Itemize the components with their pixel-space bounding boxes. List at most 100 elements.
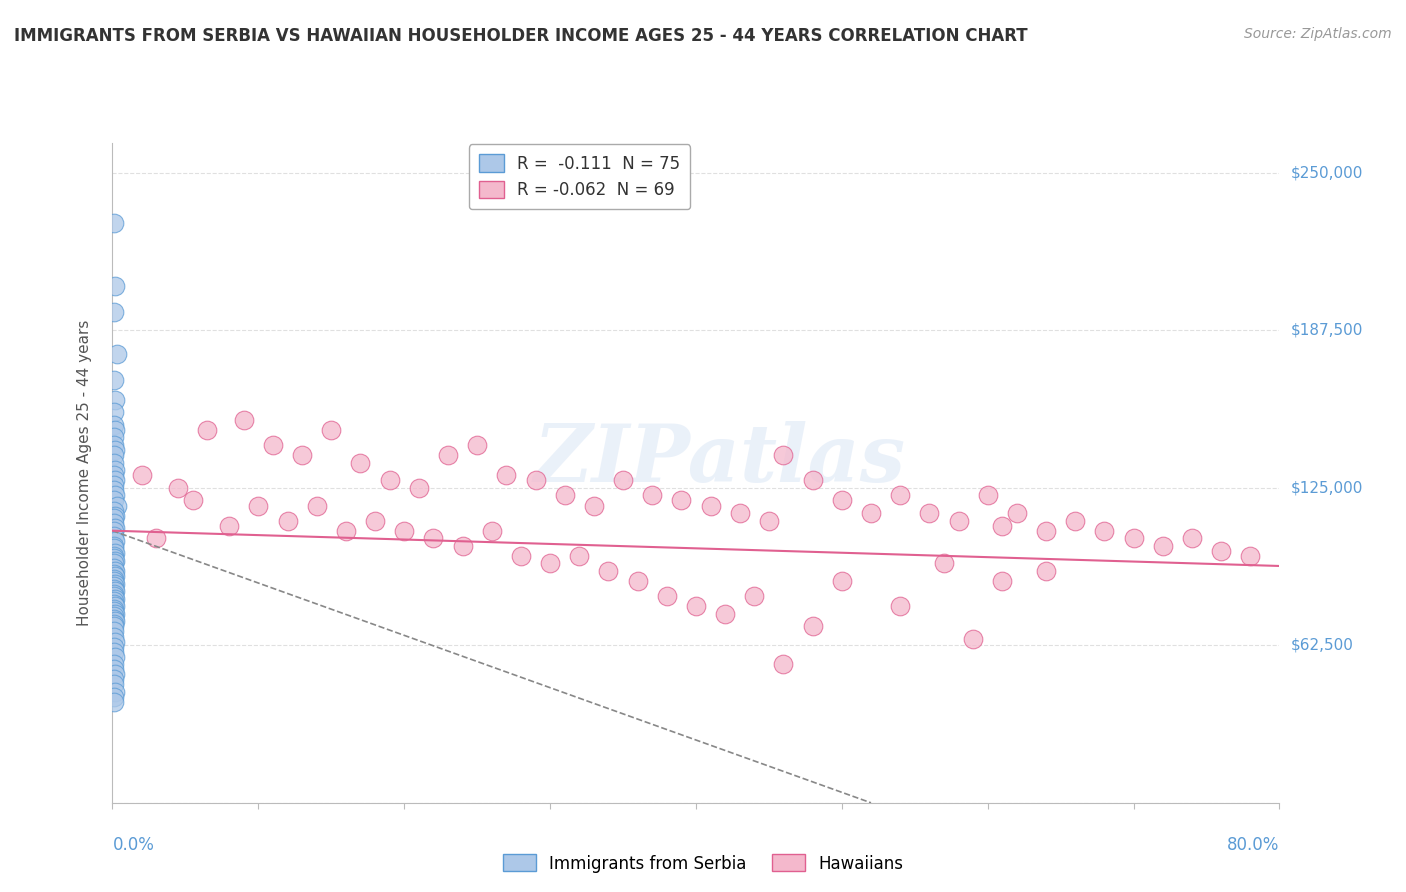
Point [801, 619, 824, 633]
Point [103, 597, 125, 611]
Text: $125,000: $125,000 [1291, 481, 1362, 495]
Point [103, 695, 125, 709]
Point [408, 481, 430, 495]
Point [103, 594, 125, 608]
Point [103, 468, 125, 483]
Point [103, 438, 125, 452]
Point [772, 448, 794, 462]
Point [772, 657, 794, 672]
Text: ZIPatlas: ZIPatlas [533, 421, 905, 499]
Point [321, 423, 343, 437]
Point [276, 514, 298, 528]
Point [103, 677, 125, 691]
Point [103, 557, 125, 571]
Point [1152, 539, 1174, 553]
Point [801, 473, 824, 487]
Point [699, 499, 721, 513]
Point [262, 438, 284, 452]
Point [831, 493, 853, 508]
Point [105, 347, 128, 361]
Point [104, 607, 127, 621]
Point [104, 634, 127, 648]
Point [1064, 514, 1087, 528]
Point [451, 539, 474, 553]
Point [1181, 531, 1204, 545]
Point [495, 468, 517, 483]
Point [103, 645, 125, 659]
Point [103, 511, 125, 525]
Point [103, 604, 125, 618]
Text: IMMIGRANTS FROM SERBIA VS HAWAIIAN HOUSEHOLDER INCOME AGES 25 - 44 YEARS CORRELA: IMMIGRANTS FROM SERBIA VS HAWAIIAN HOUSE… [14, 27, 1028, 45]
Point [349, 456, 371, 470]
Point [103, 456, 125, 470]
Point [889, 488, 911, 502]
Point [104, 473, 127, 487]
Point [103, 549, 125, 563]
Point [103, 662, 125, 676]
Point [103, 529, 125, 543]
Point [582, 499, 605, 513]
Point [104, 576, 127, 591]
Point [104, 533, 127, 548]
Text: Source: ZipAtlas.com: Source: ZipAtlas.com [1244, 27, 1392, 41]
Point [103, 483, 125, 498]
Point [103, 612, 125, 626]
Point [335, 524, 357, 538]
Point [103, 405, 125, 419]
Point [103, 478, 125, 492]
Point [1122, 531, 1144, 545]
Point [962, 632, 984, 646]
Point [291, 448, 314, 462]
Point [103, 566, 125, 581]
Point [524, 473, 547, 487]
Point [104, 564, 127, 578]
Point [181, 493, 204, 508]
Point [104, 392, 127, 407]
Point [103, 430, 125, 444]
Point [103, 372, 125, 386]
Point [103, 673, 125, 687]
Text: $187,500: $187,500 [1291, 323, 1362, 338]
Point [364, 514, 387, 528]
Point [554, 488, 576, 502]
Point [103, 589, 125, 603]
Point [104, 591, 127, 606]
Point [1035, 524, 1057, 538]
Point [218, 518, 240, 533]
Point [103, 417, 125, 432]
Point [232, 413, 254, 427]
Point [104, 615, 127, 629]
Point [103, 630, 125, 644]
Point [104, 423, 127, 437]
Legend: R =  -0.111  N = 75, R = -0.062  N = 69: R = -0.111 N = 75, R = -0.062 N = 69 [468, 145, 690, 209]
Point [859, 506, 883, 520]
Point [538, 557, 561, 571]
Point [437, 448, 460, 462]
Point [641, 488, 664, 502]
Point [103, 572, 125, 586]
Point [103, 616, 125, 631]
Point [378, 473, 401, 487]
Point [831, 574, 853, 588]
Point [195, 423, 218, 437]
Point [103, 619, 125, 633]
Point [104, 569, 127, 583]
Point [612, 473, 634, 487]
Point [104, 649, 127, 664]
Point [481, 524, 503, 538]
Point [991, 574, 1014, 588]
Point [598, 564, 620, 578]
Point [103, 493, 125, 508]
Point [104, 554, 127, 568]
Point [991, 518, 1014, 533]
Point [1209, 544, 1232, 558]
Point [728, 506, 751, 520]
Point [104, 443, 127, 458]
Point [758, 514, 780, 528]
Point [104, 463, 127, 477]
Point [105, 499, 128, 513]
Point [103, 690, 125, 704]
Point [103, 524, 125, 538]
Point [103, 657, 125, 672]
Point [103, 587, 125, 601]
